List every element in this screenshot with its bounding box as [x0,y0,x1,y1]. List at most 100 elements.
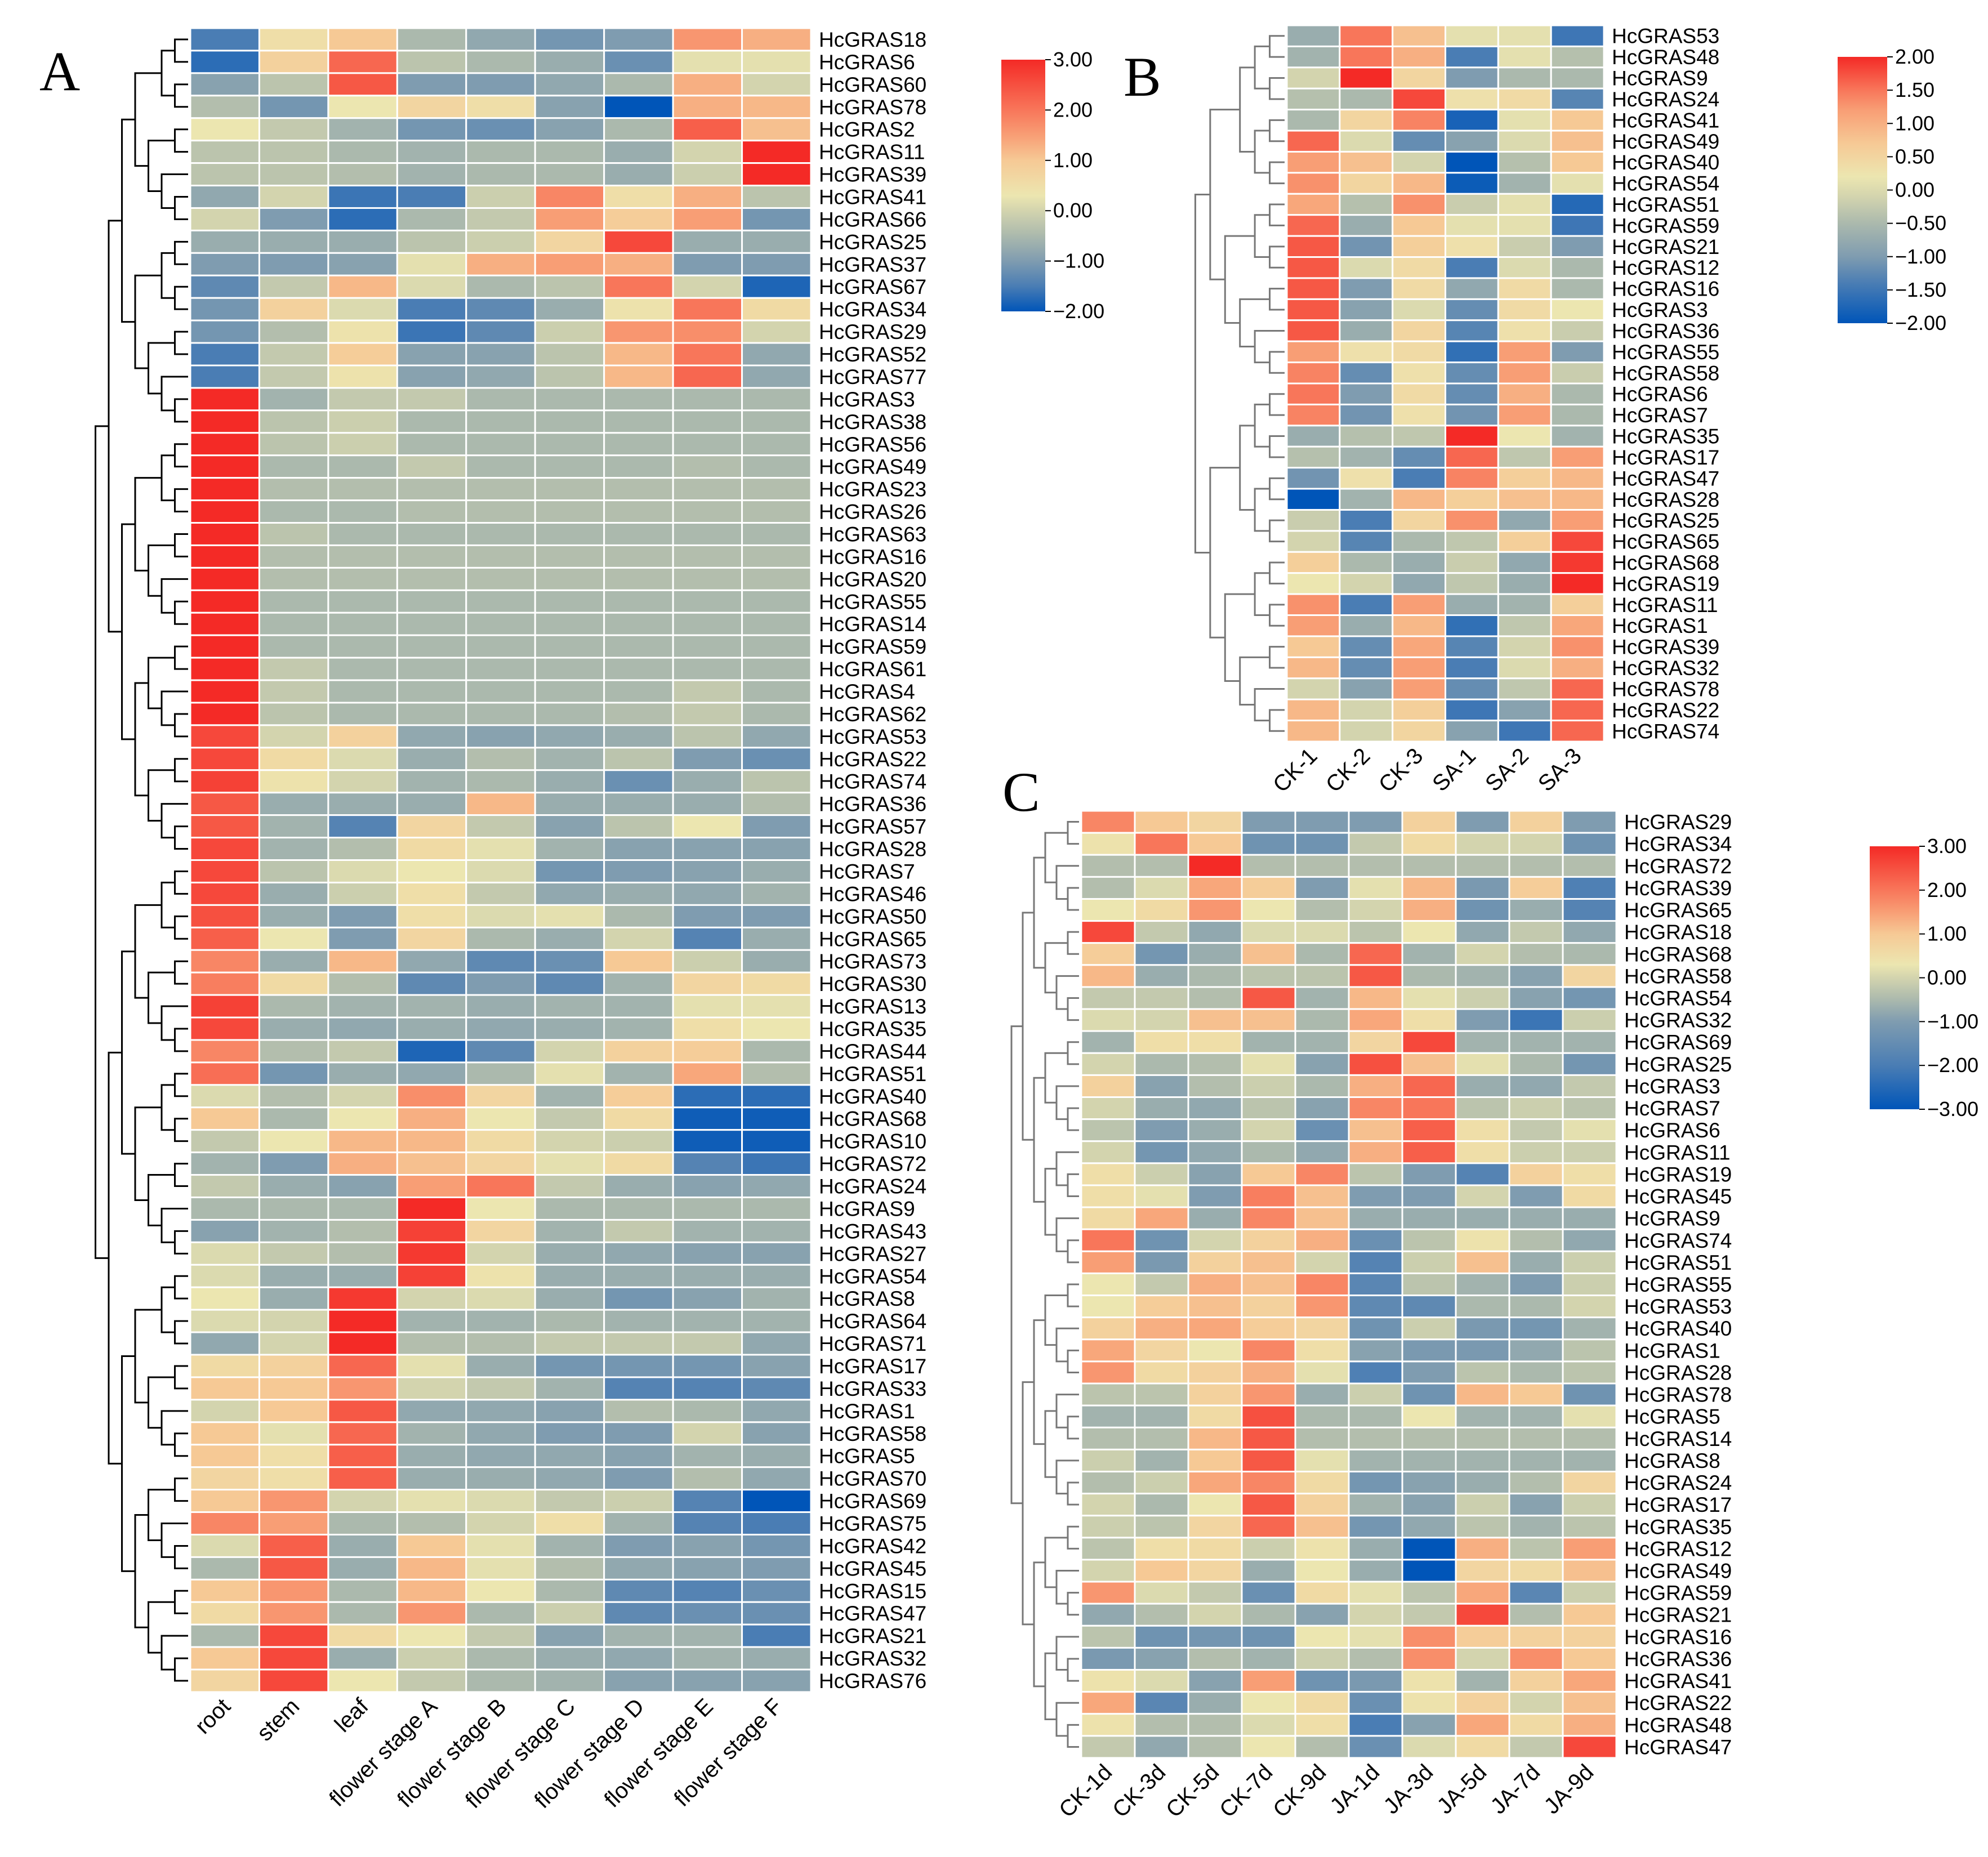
heatmap-cell [1294,1735,1350,1759]
heatmap-cell [1241,1691,1296,1715]
heatmap-cell [396,702,467,726]
heatmap-cell [1497,24,1552,47]
heatmap-cell [1562,920,1617,944]
heatmap-cell [1392,24,1447,47]
heatmap-cell [396,432,467,457]
heatmap-cell [534,274,605,299]
heatmap-cell [1187,1338,1243,1363]
heatmap-cell [534,724,605,749]
heatmap-cell [1392,193,1447,216]
row-label: HcGRAS11 [1612,593,1718,617]
dendrogram-link [174,600,188,625]
heatmap-cell [1187,810,1243,834]
heatmap-cell [327,499,398,524]
heatmap-cell [1294,1470,1350,1495]
heatmap-cell [258,679,329,704]
heatmap-cell [327,1241,398,1266]
row-label: HcGRAS70 [819,1467,926,1490]
heatmap-cell [189,769,260,794]
dendrogram-link [174,398,188,423]
heatmap-cell [1562,810,1617,834]
dendrogram-link [174,38,188,63]
dendrogram-link [134,1514,149,1628]
heatmap-cell [672,1354,743,1378]
dendrogram-link [1269,709,1285,732]
heatmap-cell [603,1129,674,1154]
heatmap-cell [1455,1338,1510,1363]
heatmap-cell [465,971,536,996]
heatmap-cell [1187,942,1243,966]
heatmap-cell [534,1106,605,1131]
heatmap-cell [534,1421,605,1446]
row-label: HcGRAS1 [1624,1339,1720,1362]
heatmap-cell [1508,1735,1564,1759]
heatmap-cell [672,724,743,749]
dendrogram-link [1067,931,1079,955]
heatmap-cell [1286,214,1341,237]
row-label: HcGRAS51 [819,1063,926,1086]
colorbar-tick-label: −2.00 [1895,311,1946,334]
heatmap-cell [741,657,812,681]
heatmap-cell [534,1533,605,1558]
heatmap-cell [1562,1294,1617,1319]
heatmap-cell [465,544,536,569]
heatmap-cell [1080,1691,1136,1715]
heatmap-cell [1392,698,1447,722]
row-label: HcGRAS30 [819,972,926,996]
heatmap-cell [1134,1735,1189,1759]
heatmap-cell [1339,130,1394,153]
row-label: HcGRAS24 [819,1175,926,1198]
heatmap-cell [1497,530,1552,553]
row-label: HcGRAS35 [819,1017,926,1041]
heatmap-cell [603,117,674,142]
heatmap-cell [1550,130,1605,153]
heatmap-cell [396,1061,467,1086]
heatmap-cell [1508,1316,1564,1341]
heatmap-cell [534,72,605,97]
heatmap-cell [672,949,743,974]
row-label: HcGRAS37 [819,253,926,276]
heatmap-cell [258,342,329,367]
heatmap-cell [258,994,329,1019]
heatmap-cell [1445,214,1499,237]
heatmap-cell [672,522,743,546]
heatmap-cell [327,319,398,344]
dendrogram-link [1067,1525,1079,1550]
heatmap-cell [534,297,605,322]
dendrogram-link [1239,425,1255,511]
heatmap-cell [672,1174,743,1198]
heatmap-cell [1508,1162,1564,1186]
heatmap-cell [1497,214,1552,237]
heatmap-cell [534,477,605,502]
heatmap-cell [1508,1404,1564,1429]
heatmap-cell [534,1039,605,1064]
heatmap-cell [1080,1294,1136,1319]
heatmap-cell [1294,1250,1350,1274]
heatmap-cell [741,544,812,569]
heatmap-cell [189,319,260,344]
heatmap-cell [603,522,674,546]
heatmap-cell [1562,1250,1617,1274]
panel-letter: C [1002,761,1040,823]
heatmap-cell [1401,1316,1457,1341]
heatmap-cell [672,1286,743,1311]
dendrogram-link [1067,1041,1079,1065]
heatmap-cell [1241,1162,1296,1186]
heatmap-cell [1294,1559,1350,1583]
heatmap-cell [258,72,329,97]
heatmap-cell [1401,1470,1457,1495]
dendrogram-link [1224,593,1255,682]
heatmap-cell [1445,361,1499,385]
heatmap-cell [1339,109,1394,132]
colorbar-tick-label: 3.00 [1053,48,1093,71]
heatmap-cell [1497,361,1552,385]
heatmap-cell [1294,898,1350,922]
dendrogram-link [1254,488,1270,532]
heatmap-cell [603,454,674,479]
dendrogram-link [108,220,122,633]
heatmap-cell [1550,488,1605,511]
heatmap-cell [1455,1624,1510,1649]
heatmap-cell [1080,876,1136,900]
heatmap-cell [258,1241,329,1266]
